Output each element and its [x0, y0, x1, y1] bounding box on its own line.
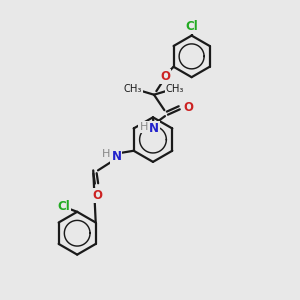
- Text: Cl: Cl: [57, 200, 70, 213]
- Text: O: O: [92, 189, 102, 202]
- Text: N: N: [111, 150, 122, 163]
- Text: H: H: [140, 122, 148, 132]
- Text: O: O: [160, 70, 170, 83]
- Text: N: N: [149, 122, 159, 135]
- Text: CH₃: CH₃: [166, 84, 184, 94]
- Text: H: H: [101, 149, 110, 159]
- Text: CH₃: CH₃: [124, 84, 142, 94]
- Text: Cl: Cl: [185, 20, 198, 33]
- Text: O: O: [183, 101, 193, 114]
